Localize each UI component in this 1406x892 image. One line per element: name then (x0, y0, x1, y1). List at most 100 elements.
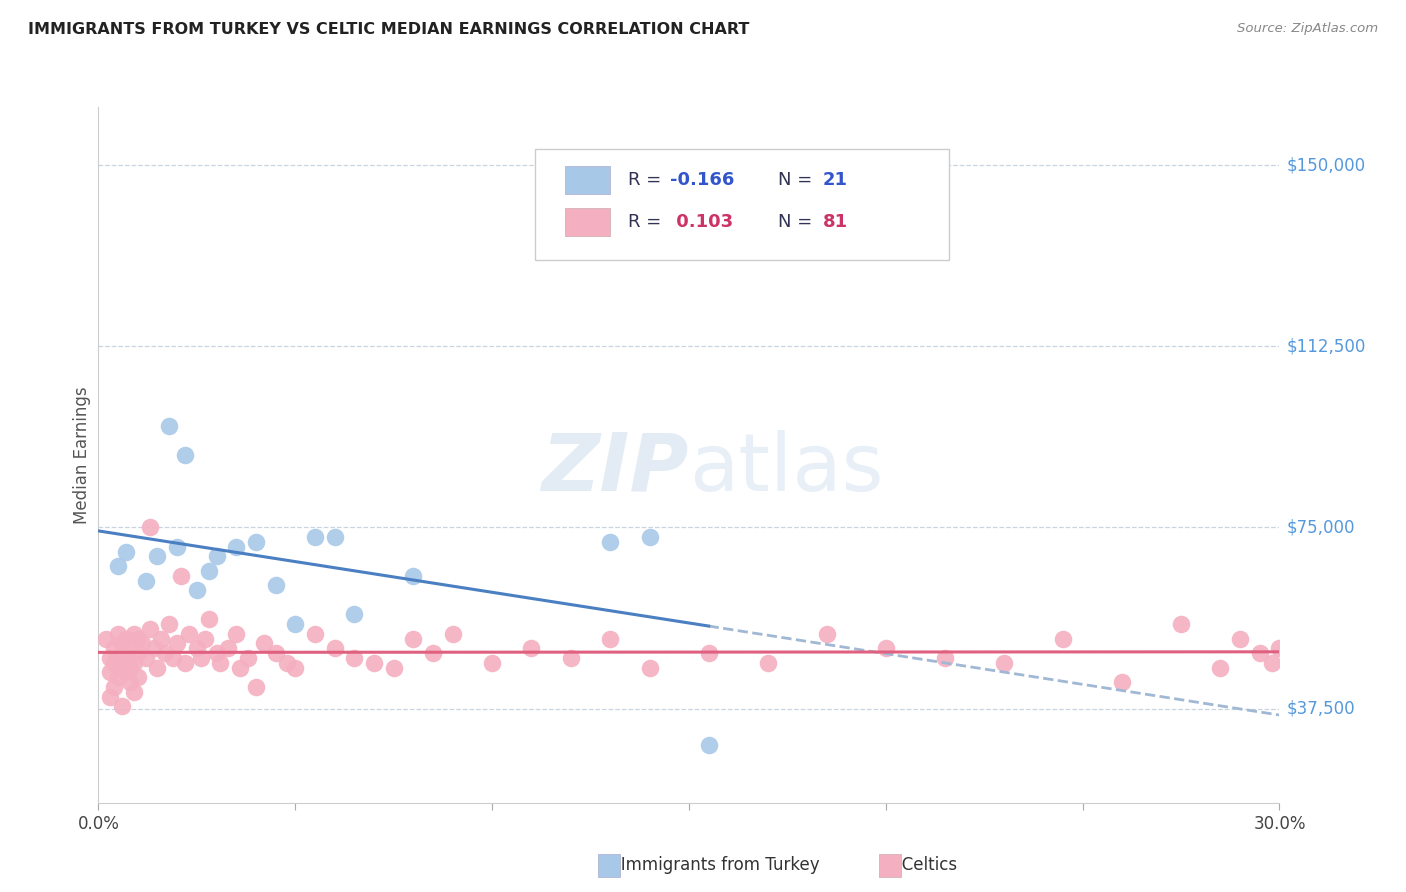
Point (520, 641, 543, 656)
Point (155, 646, 177, 660)
Point (225, 540, 247, 554)
Point (96, 632, 118, 646)
Point (225, 626, 247, 640)
Point (1260, 656, 1282, 670)
Point (107, 670, 129, 684)
Text: Immigrants from Turkey: Immigrants from Turkey (605, 856, 820, 874)
Point (138, 520, 160, 534)
Text: $112,500: $112,500 (1286, 337, 1365, 355)
Point (111, 636, 134, 650)
Point (122, 656, 145, 670)
Point (276, 656, 298, 670)
Point (229, 660, 252, 674)
Point (194, 632, 217, 646)
Point (174, 448, 197, 462)
Point (205, 646, 228, 660)
Point (304, 530, 326, 544)
Point (1209, 660, 1232, 674)
Point (177, 626, 200, 640)
Point (1111, 675, 1133, 690)
Point (343, 607, 366, 622)
Point (107, 559, 129, 574)
Point (245, 534, 267, 549)
Text: -0.166: -0.166 (671, 171, 734, 189)
Point (122, 684, 145, 698)
Point (264, 578, 287, 592)
Point (363, 656, 385, 670)
Point (264, 646, 287, 660)
Point (111, 646, 134, 660)
Point (131, 636, 153, 650)
Point (875, 641, 897, 656)
Point (638, 530, 661, 544)
Point (103, 680, 125, 694)
Point (697, 646, 720, 660)
Point (382, 660, 405, 674)
Text: N =: N = (778, 171, 817, 189)
Point (599, 534, 621, 549)
Point (142, 641, 165, 656)
Point (174, 656, 197, 670)
Point (157, 617, 180, 632)
Point (197, 612, 219, 626)
Point (756, 656, 779, 670)
Point (127, 632, 149, 646)
Text: $75,000: $75,000 (1286, 518, 1355, 536)
Point (98, 665, 121, 680)
Point (205, 549, 228, 564)
Point (115, 651, 138, 665)
Point (934, 651, 956, 665)
Point (1052, 632, 1074, 646)
Text: 0.103: 0.103 (671, 213, 733, 231)
Point (127, 670, 149, 684)
Point (138, 622, 160, 636)
Point (402, 632, 425, 646)
Point (599, 632, 621, 646)
Point (1249, 646, 1271, 660)
Point (253, 636, 276, 650)
Point (115, 632, 138, 646)
Point (697, 738, 720, 752)
Point (107, 626, 129, 640)
Point (815, 626, 838, 640)
Text: IMMIGRANTS FROM TURKEY VS CELTIC MEDIAN EARNINGS CORRELATION CHART: IMMIGRANTS FROM TURKEY VS CELTIC MEDIAN … (28, 22, 749, 37)
Point (122, 626, 145, 640)
Point (284, 660, 307, 674)
Point (441, 626, 464, 640)
Point (284, 617, 307, 632)
Point (127, 646, 149, 660)
Point (118, 660, 141, 674)
Point (118, 641, 141, 656)
Point (135, 651, 157, 665)
Point (197, 564, 219, 578)
Point (323, 641, 346, 656)
Point (186, 583, 208, 598)
Bar (565, 208, 610, 235)
FancyBboxPatch shape (536, 149, 949, 260)
Point (162, 651, 184, 665)
Point (422, 646, 444, 660)
Point (304, 626, 326, 640)
Text: ZIP: ZIP (541, 430, 689, 508)
Point (170, 568, 193, 582)
Point (402, 568, 425, 582)
Text: N =: N = (778, 213, 817, 231)
Point (166, 540, 188, 554)
Point (190, 651, 212, 665)
Point (146, 660, 169, 674)
Point (1170, 617, 1192, 632)
Point (115, 665, 138, 680)
Text: $37,500: $37,500 (1286, 699, 1355, 717)
Point (481, 656, 503, 670)
Point (111, 699, 134, 714)
Point (166, 636, 188, 650)
Text: atlas: atlas (689, 430, 883, 508)
Text: 81: 81 (823, 213, 848, 231)
Point (323, 530, 346, 544)
Point (1268, 641, 1291, 656)
Point (638, 660, 661, 674)
Bar (565, 166, 610, 194)
Text: R =: R = (627, 171, 666, 189)
Point (146, 549, 169, 564)
Point (157, 419, 180, 434)
